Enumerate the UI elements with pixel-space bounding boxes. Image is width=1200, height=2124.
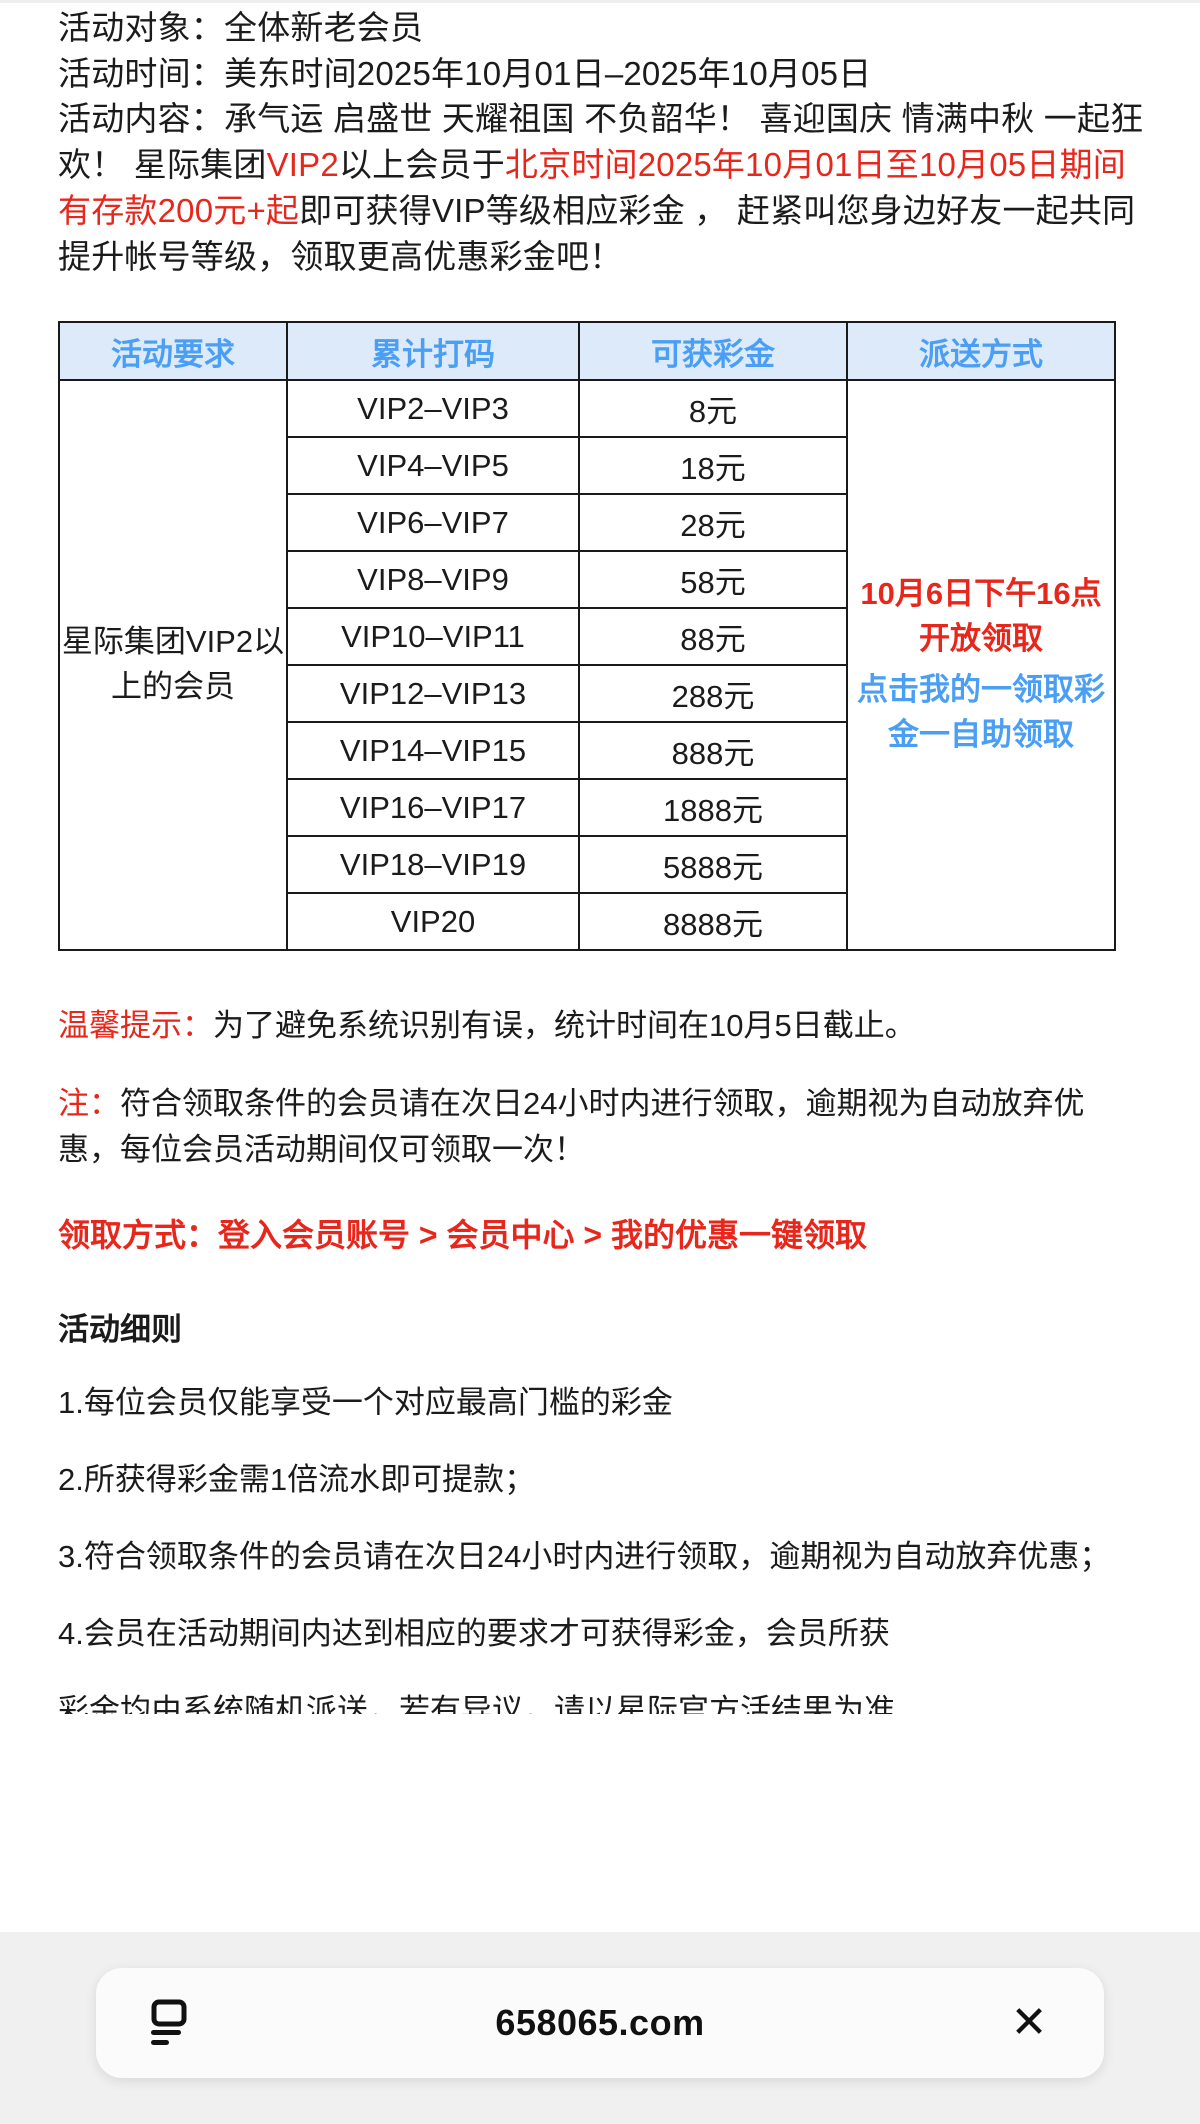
bonus-table: 活动要求 累计打码 可获彩金 派送方式 星际集团VIP2以上的会员 VIP2–V… xyxy=(58,321,1116,952)
rules-title: 活动细则 xyxy=(58,1312,182,1348)
tier-cell: VIP6–VIP7 xyxy=(286,493,580,553)
tier-cell: VIP2–VIP3 xyxy=(286,379,580,439)
table-row: VIP18–VIP19 5888元 xyxy=(59,835,1115,895)
table-row: VIP6–VIP7 28元 xyxy=(59,493,1115,553)
tier-cell: VIP8–VIP9 xyxy=(286,550,580,610)
bonus-cell: 5888元 xyxy=(578,835,848,895)
header-bonus: 可获彩金 xyxy=(578,321,848,382)
top-divider xyxy=(0,0,1200,3)
bonus-cell: 18元 xyxy=(578,436,848,496)
activity-content-seg5: 即可获得VIP等级相应彩金 ， 赶紧叫您身边好友一起共同提升帐号等级，领取更高优… xyxy=(58,191,1136,275)
table-row: VIP4–VIP5 18元 xyxy=(59,436,1115,496)
header-requirement: 活动要求 xyxy=(58,321,288,382)
tier-cell: VIP18–VIP19 xyxy=(286,835,580,895)
tier-cell: VIP12–VIP13 xyxy=(286,664,580,724)
activity-audience-text: 活动对象：全体新老会员 xyxy=(58,9,424,46)
requirement-cell: 星际集团VIP2以上的会员 xyxy=(58,379,288,952)
rule-item-3: 3.符合领取条件的会员请在次日24小时内进行领取，逾期视为自动放弃优惠； xyxy=(58,1538,1111,1574)
card-list-icon xyxy=(151,1999,187,2045)
bonus-table-body: 星际集团VIP2以上的会员 VIP2–VIP3 8元 10月6日下午16点开放领… xyxy=(58,379,1116,952)
activity-period-line: 活动时间：美东时间2025年10月01日–2025年10月05日 xyxy=(58,51,1145,97)
rules-list: 1.每位会员仅能享受一个对应最高门槛的彩金 2.所获得彩金需1倍流水即可提款； … xyxy=(58,1380,1145,1714)
tier-cell: VIP10–VIP11 xyxy=(286,607,580,667)
page-content: 活动对象：全体新老会员 活动时间：美东时间2025年10月01日–2025年10… xyxy=(0,5,1200,1745)
activity-content-seg1: 承气运 启盛世 天耀祖国 不负韶华！ 喜迎国庆 情满中秋 一起狂欢！ 星际集团 xyxy=(58,100,1144,184)
close-button[interactable]: ✕ xyxy=(954,2001,1104,2045)
table-row: VIP12–VIP13 288元 xyxy=(59,664,1115,724)
activity-audience-line: 活动对象：全体新老会员 xyxy=(58,5,1145,51)
delivery-cell: 10月6日下午16点开放领取 点击我的一领取彩金一自助领取 xyxy=(846,379,1116,952)
activity-content-seg3: 以上会员于 xyxy=(338,146,505,184)
warm-tip-label: 温馨提示： xyxy=(58,1008,213,1044)
delivery-open-time: 10月6日下午16点开放领取 xyxy=(860,576,1102,657)
activity-period-text: 活动时间：美东时间2025年10月01日–2025年10月05日 xyxy=(58,54,872,92)
bonus-cell: 888元 xyxy=(578,721,848,781)
bonus-cell: 8元 xyxy=(578,379,848,439)
close-icon: ✕ xyxy=(1010,1998,1048,2047)
warm-tip-line: 温馨提示：为了避免系统识别有误，统计时间在10月5日截止。 xyxy=(58,1003,1145,1050)
note-text: 符合领取条件的会员请在次日24小时内进行领取，逾期视为自动放弃优惠，每位会员活动… xyxy=(58,1085,1085,1168)
table-header-row: 活动要求 累计打码 可获彩金 派送方式 xyxy=(58,321,1116,382)
activity-content-label: 活动内容： xyxy=(58,100,224,138)
bonus-cell: 1888元 xyxy=(578,778,848,838)
tier-cell: VIP16–VIP17 xyxy=(286,778,580,838)
activity-content-date-highlight: 北京时间2025年10月01日至10月05日期间有存款200元+起 xyxy=(58,146,1126,229)
browser-bottom-bar: 658065.com ✕ xyxy=(96,1968,1104,2078)
rule-item-2: 2.所获得彩金需1倍流水即可提款； xyxy=(58,1461,536,1497)
bonus-cell: 288元 xyxy=(578,664,848,724)
tier-cell: VIP20 xyxy=(286,892,580,952)
note-label: 注： xyxy=(58,1085,120,1121)
warm-tip-text: 为了避免系统识别有误，统计时间在10月5日截止。 xyxy=(213,1008,916,1044)
bonus-cell: 58元 xyxy=(578,550,848,610)
bonus-table-wrapper: 活动要求 累计打码 可获彩金 派送方式 星际集团VIP2以上的会员 VIP2–V… xyxy=(58,321,1145,952)
table-row: VIP10–VIP11 88元 xyxy=(59,607,1115,667)
rule-item-4: 4.会员在活动期间内达到相应的要求才可获得彩金，会员所获 xyxy=(58,1615,890,1651)
tier-cell: VIP4–VIP5 xyxy=(286,436,580,496)
activity-content-paragraph: 活动内容：承气运 启盛世 天耀祖国 不负韶华！ 喜迎国庆 情满中秋 一起狂欢！ … xyxy=(58,96,1145,279)
table-row: VIP14–VIP15 888元 xyxy=(59,721,1115,781)
bonus-cell: 28元 xyxy=(578,493,848,553)
table-row: VIP16–VIP17 1888元 xyxy=(59,778,1115,838)
header-turnover: 累计打码 xyxy=(286,321,580,382)
bonus-cell: 8888元 xyxy=(578,892,848,952)
delivery-claim-path[interactable]: 点击我的一领取彩金一自助领取 xyxy=(857,672,1105,753)
table-row: 星际集团VIP2以上的会员 VIP2–VIP3 8元 10月6日下午16点开放领… xyxy=(58,379,1116,952)
site-domain-label[interactable]: 658065.com xyxy=(495,2002,705,2043)
tier-cell: VIP14–VIP15 xyxy=(286,721,580,781)
rule-item-5-clipped: 彩金均由系统随机派送，若有异议，请以星际官方活结果为准 xyxy=(58,1692,895,1714)
card-list-button[interactable] xyxy=(96,1999,246,2047)
claim-method-line: 领取方式：登入会员账号 > 会员中心 > 我的优惠一键领取 xyxy=(58,1216,867,1253)
table-row: VIP20 8888元 xyxy=(59,892,1115,952)
table-row: VIP8–VIP9 58元 xyxy=(59,550,1115,610)
note-line: 注：符合领取条件的会员请在次日24小时内进行领取，逾期视为自动放弃优惠，每位会员… xyxy=(58,1081,1145,1174)
activity-content-vip-highlight: VIP2 xyxy=(266,146,339,184)
rule-item-1: 1.每位会员仅能享受一个对应最高门槛的彩金 xyxy=(58,1385,673,1421)
header-delivery: 派送方式 xyxy=(846,321,1116,382)
bonus-cell: 88元 xyxy=(578,607,848,667)
